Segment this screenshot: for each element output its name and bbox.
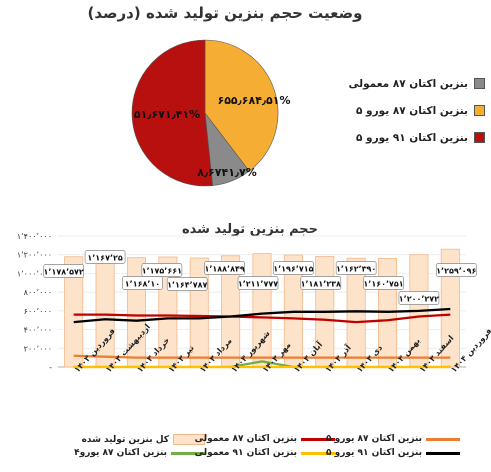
value-callout-box xyxy=(43,264,85,278)
value-callout-box xyxy=(363,276,404,290)
legend-label: بنزین اکتان ۸۷ یورو ۵ xyxy=(325,434,422,444)
series-line xyxy=(73,313,451,324)
value-callout-box xyxy=(204,261,245,275)
legend-swatch-line xyxy=(301,451,335,455)
combo-chart: ۱٬۴۰۰٬۰۰۰ ۱٬۲۰۰٬۰۰۰ ۱٬۰۰۰٬۰۰۰ ۸۰۰٬۰۰۰ ۶۰۰٬۰۰… xyxy=(17,232,491,374)
legend-label: بنزین اکتان ۸۷ یورو۴ xyxy=(74,448,167,458)
pie-legend-item: بنزین اکتان ۸۷ معمولی xyxy=(335,70,485,97)
legend-label: بنزین اکتان ۹۱ یورو ۵ xyxy=(325,448,422,458)
value-callout-label: ۱٬۲۵۹٬۰۹۶ xyxy=(436,267,476,276)
legend-item-91-regular: بنزین اکتان ۹۱ معمولی xyxy=(195,448,335,458)
value-callout-label: ۱٬۲۰۰٬۲۷۲ xyxy=(399,295,439,304)
value-callout-label: ۱٬۱۷۸٬۵۷۲ xyxy=(44,268,84,277)
value-callout-box xyxy=(141,263,183,277)
value-callout-label: ۱٬۱۹۶٬۷۱۵ xyxy=(273,265,313,274)
value-callout-box xyxy=(84,250,126,264)
value-callout-label: ۱٬۱۶۴٬۷۸۷ xyxy=(167,281,207,290)
pie-legend-item: بنزین اکتان ۹۱ یورو ۵ xyxy=(335,124,485,151)
value-callout-label: ۱٬۲۱۱٬۷۷۷ xyxy=(238,280,278,289)
y-tick-label: ۸۰۰٬۰۰۰ xyxy=(24,288,52,297)
y-tick-label: ۴۰۰٬۰۰۰ xyxy=(24,326,52,335)
legend-swatch-line xyxy=(426,437,460,441)
pie-legend-label: بنزین اکتان ۸۷ یورو ۵ xyxy=(355,104,468,117)
y-tick-label: ۱٬۴۰۰٬۰۰۰ xyxy=(17,232,52,241)
legend-label: کل بنزین تولید شده xyxy=(81,434,169,445)
value-callout-box xyxy=(300,276,342,290)
value-callout-label: ۱٬۱۸۱٬۲۳۸ xyxy=(301,280,341,289)
pie-legend-item: بنزین اکتان ۸۷ یورو ۵ xyxy=(335,97,485,124)
value-callout-label: ۱٬۱۶۲٬۳۹۰ xyxy=(336,265,376,274)
pie-slice-label: ۵۱٫۶۷۱٫۴۱% xyxy=(134,108,200,121)
value-callout-label: ۱٬۱۶۷٬۲۵ xyxy=(87,254,122,263)
legend-swatch-bar xyxy=(173,434,205,445)
legend-label: بنزین اکتان ۸۷ معمولی xyxy=(194,434,297,444)
y-tick-label: ۶۰۰٬۰۰۰ xyxy=(24,307,52,316)
value-callout-label: ۱٬۱۸۸٬۸۴۹ xyxy=(204,265,244,274)
pie-slice xyxy=(131,39,213,187)
value-callout-box xyxy=(237,276,279,290)
legend-swatch-line xyxy=(426,451,460,455)
value-callout-label: ۱٬۱۶۸٬۱۰ xyxy=(125,280,160,289)
legend-swatch-line xyxy=(171,451,205,455)
pie-legend: بنزین اکتان ۸۷ معمولی بنزین اکتان ۸۷ یور… xyxy=(335,70,485,151)
legend-swatch-red xyxy=(474,132,485,143)
legend-swatch-gray xyxy=(474,78,485,89)
y-tick-label: ۱٬۲۰۰٬۰۰۰ xyxy=(17,251,52,260)
value-callout-label: ۱٬۱۷۵٬۶۶۱ xyxy=(142,267,182,276)
value-callout-box xyxy=(273,261,314,275)
legend-item-91-euro5: بنزین اکتان ۹۱ یورو ۵ xyxy=(326,448,460,458)
legend-item-total: کل بنزین تولید شده xyxy=(82,434,205,445)
series-line xyxy=(73,354,451,359)
pie-slice-label: ۶۵۵٫۶۸۴٫۵۱% xyxy=(218,94,291,107)
value-callout-box xyxy=(435,263,477,277)
pie-legend-label: بنزین اکتان ۹۱ یورو ۵ xyxy=(355,131,468,144)
y-tick-label: ۱٬۰۰۰٬۰۰۰ xyxy=(17,269,52,278)
value-callout-box xyxy=(335,261,377,275)
legend-item-87-euro5: بنزین اکتان ۸۷ یورو ۵ xyxy=(326,434,460,444)
value-callout-box xyxy=(166,277,208,291)
y-tick-label: ۲۰۰٬۰۰۰ xyxy=(24,344,52,353)
y-tick-label: - xyxy=(49,363,52,372)
legend-swatch-line xyxy=(301,437,335,441)
legend-label: بنزین اکتان ۹۱ معمولی xyxy=(194,448,297,458)
pie-slice xyxy=(204,39,279,172)
series-line xyxy=(73,307,451,324)
bar-chart-title: حجم بنزین تولید شده xyxy=(181,222,319,237)
value-callout-label: ۱٬۱۶۰٬۷۵۱ xyxy=(363,280,403,289)
pie-chart: ۵۱٫۶۷۱٫۴۱% ۸٫۶۷۴۱٫۷% ۶۵۵٫۶۸۴٫۵۱% xyxy=(131,39,291,187)
legend-swatch-orange xyxy=(474,105,485,116)
pie-slice-label: ۸٫۶۷۴۱٫۷% xyxy=(197,166,257,179)
value-callout-box xyxy=(398,291,440,305)
pie-chart-title: وضعیت حجم بنزین تولید شده (درصد) xyxy=(87,4,363,22)
pie-legend-label: بنزین اکتان ۸۷ معمولی xyxy=(348,77,468,90)
legend-item-87-euro4: بنزین اکتان ۸۷ یورو۴ xyxy=(74,448,205,458)
legend-item-87-regular: بنزین اکتان ۸۷ معمولی xyxy=(195,434,335,444)
